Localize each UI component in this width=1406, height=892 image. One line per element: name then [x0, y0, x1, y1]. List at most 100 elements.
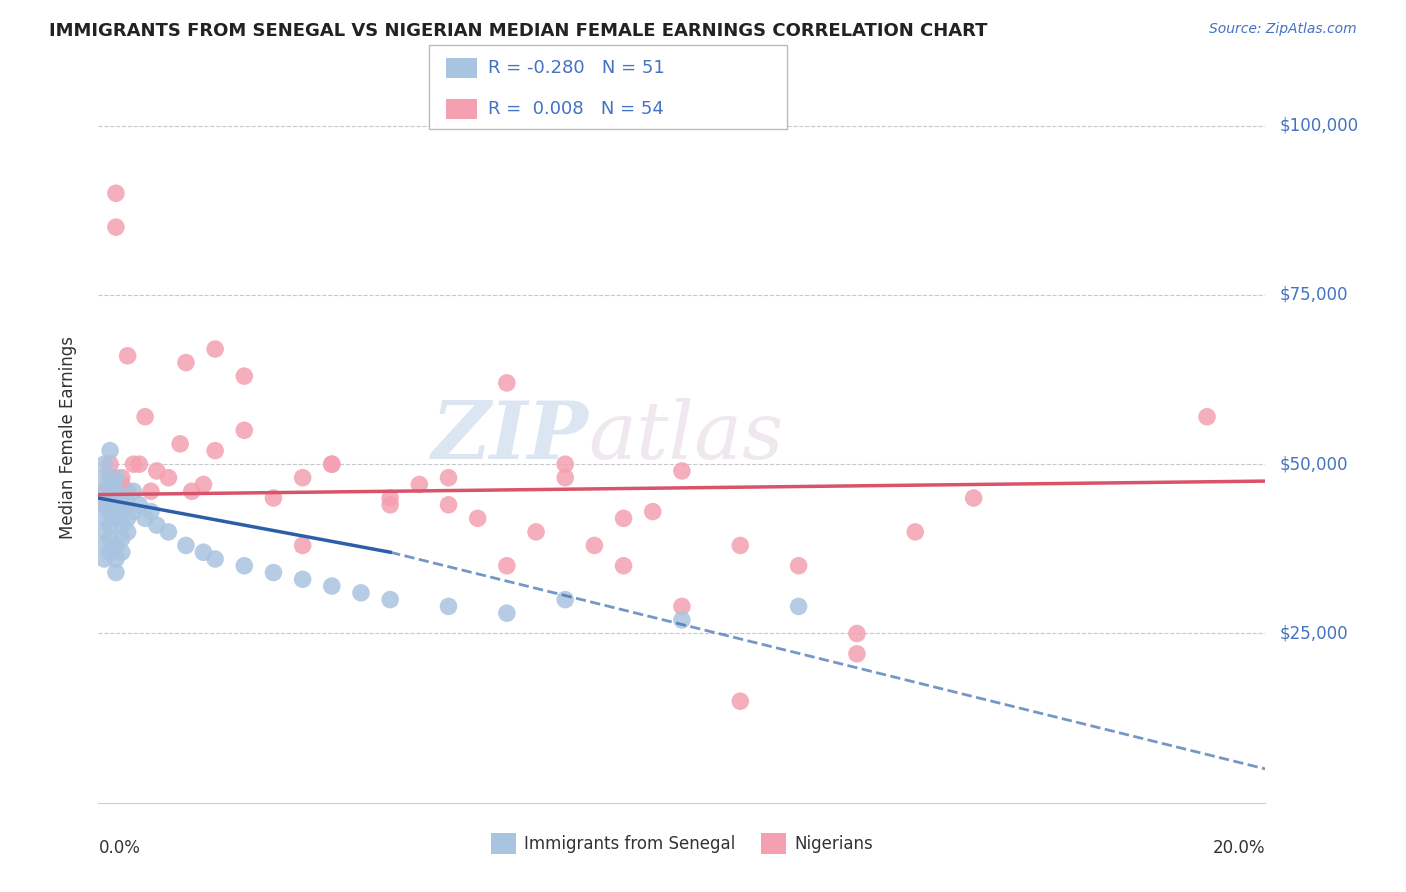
Point — [134, 409, 156, 424]
Point — [104, 511, 127, 525]
Point — [117, 498, 139, 512]
Point — [146, 518, 169, 533]
Point — [291, 471, 314, 485]
Point — [93, 484, 115, 499]
Point — [437, 599, 460, 614]
Point — [134, 511, 156, 525]
Text: R = -0.280   N = 51: R = -0.280 N = 51 — [488, 59, 665, 77]
Point — [380, 592, 402, 607]
Point — [98, 532, 121, 546]
Point — [93, 524, 115, 539]
Point — [380, 491, 402, 505]
Point — [787, 599, 810, 614]
Point — [174, 538, 197, 552]
Point — [93, 538, 115, 552]
Point — [730, 694, 752, 708]
Point — [104, 538, 127, 552]
Point — [111, 505, 134, 519]
Point — [122, 457, 145, 471]
Point — [180, 484, 202, 499]
Point — [104, 566, 127, 580]
Text: $100,000: $100,000 — [1279, 117, 1358, 135]
Point — [104, 220, 127, 235]
Text: Source: ZipAtlas.com: Source: ZipAtlas.com — [1209, 22, 1357, 37]
Text: IMMIGRANTS FROM SENEGAL VS NIGERIAN MEDIAN FEMALE EARNINGS CORRELATION CHART: IMMIGRANTS FROM SENEGAL VS NIGERIAN MEDI… — [49, 22, 987, 40]
Point — [98, 491, 121, 505]
Point — [524, 524, 547, 539]
Point — [98, 477, 121, 491]
Text: atlas: atlas — [589, 399, 785, 475]
Point — [204, 552, 226, 566]
Point — [204, 342, 226, 356]
Point — [93, 511, 115, 525]
Point — [467, 511, 489, 525]
Point — [554, 457, 576, 471]
Point — [291, 538, 314, 552]
Point — [128, 457, 150, 471]
Point — [233, 558, 256, 573]
Point — [169, 437, 191, 451]
Point — [98, 545, 121, 559]
Point — [139, 484, 162, 499]
Point — [671, 599, 693, 614]
Point — [122, 505, 145, 519]
Point — [193, 545, 215, 559]
Point — [157, 524, 180, 539]
Text: R =  0.008   N = 54: R = 0.008 N = 54 — [488, 100, 664, 118]
Text: 20.0%: 20.0% — [1213, 839, 1265, 857]
Y-axis label: Median Female Earnings: Median Female Earnings — [59, 335, 77, 539]
Point — [111, 477, 134, 491]
Point — [554, 592, 576, 607]
Point — [117, 349, 139, 363]
Point — [583, 538, 606, 552]
Point — [787, 558, 810, 573]
Point — [139, 505, 162, 519]
Point — [146, 464, 169, 478]
Point — [408, 477, 430, 491]
Point — [846, 626, 869, 640]
Point — [291, 572, 314, 586]
Point — [98, 471, 121, 485]
Point — [157, 471, 180, 485]
Text: $50,000: $50,000 — [1279, 455, 1348, 473]
Point — [641, 505, 664, 519]
Point — [233, 423, 256, 437]
Point — [262, 566, 284, 580]
Point — [846, 647, 869, 661]
Point — [262, 491, 284, 505]
Legend: Immigrants from Senegal, Nigerians: Immigrants from Senegal, Nigerians — [485, 827, 879, 860]
Point — [98, 505, 121, 519]
Point — [671, 464, 693, 478]
Point — [98, 518, 121, 533]
Point — [193, 477, 215, 491]
Point — [104, 471, 127, 485]
Point — [111, 471, 134, 485]
Text: $75,000: $75,000 — [1279, 285, 1348, 304]
Point — [496, 376, 519, 390]
Point — [321, 579, 343, 593]
Point — [111, 491, 134, 505]
Point — [321, 457, 343, 471]
Point — [496, 606, 519, 620]
Point — [321, 457, 343, 471]
Point — [437, 471, 460, 485]
Point — [122, 484, 145, 499]
Point — [93, 552, 115, 566]
Point — [117, 484, 139, 499]
Point — [174, 355, 197, 369]
Text: ZIP: ZIP — [432, 399, 589, 475]
Point — [111, 532, 134, 546]
Point — [350, 586, 373, 600]
Point — [98, 443, 121, 458]
Point — [93, 498, 115, 512]
Point — [117, 511, 139, 525]
Point — [104, 552, 127, 566]
Text: 0.0%: 0.0% — [98, 839, 141, 857]
Point — [437, 498, 460, 512]
Point — [671, 613, 693, 627]
Point — [93, 471, 115, 485]
Point — [554, 471, 576, 485]
Point — [612, 511, 634, 525]
Point — [233, 369, 256, 384]
Point — [128, 498, 150, 512]
